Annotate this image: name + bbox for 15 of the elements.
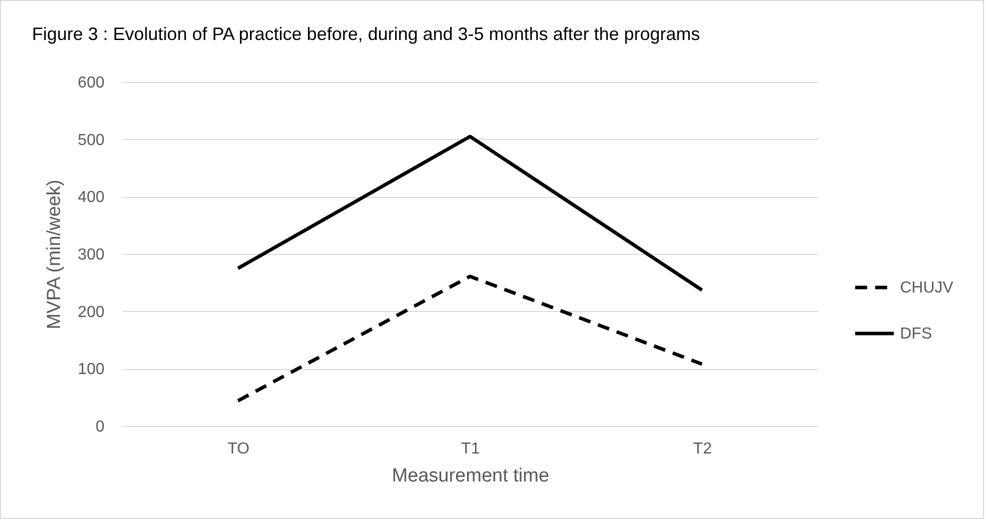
- y-tick-label: 100: [78, 361, 105, 378]
- y-tick-label: 400: [78, 189, 105, 206]
- x-tick-label: T1: [461, 440, 480, 458]
- legend-label: CHUJV: [900, 280, 954, 296]
- y-tick-label: 500: [78, 132, 105, 149]
- x-axis-title: Measurement time: [392, 466, 550, 486]
- x-tick-label: TO: [228, 440, 250, 458]
- chart-title: Figure 3 : Evolution of PA practice before, during and 3-5 months after the programs: [32, 24, 700, 44]
- legend-label: DFS: [900, 326, 932, 342]
- y-tick-label: 0: [96, 418, 105, 436]
- x-tick-label: T2: [693, 440, 712, 458]
- y-tick-label: 200: [78, 304, 105, 321]
- y-tick-label: 600: [78, 74, 105, 92]
- y-axis-title: MVPA (min/week): [44, 180, 65, 330]
- y-tick-label: 300: [78, 246, 105, 264]
